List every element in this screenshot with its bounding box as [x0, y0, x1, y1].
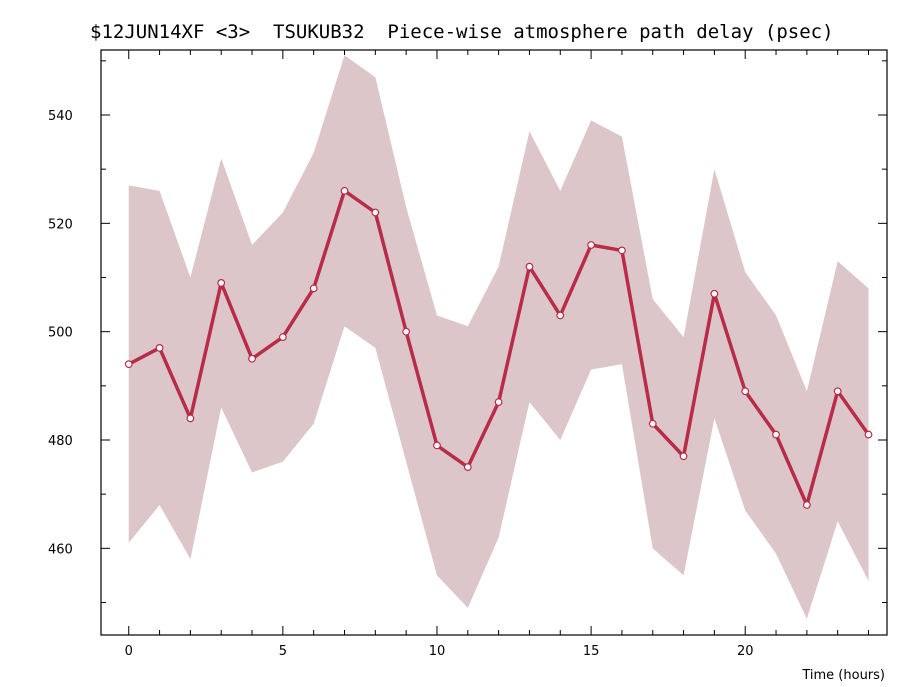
x-tick-label: 5 — [279, 644, 287, 659]
data-point — [802, 501, 811, 509]
data-point — [618, 246, 626, 255]
y-tick-label: 460 — [48, 542, 73, 557]
data-point — [741, 387, 750, 396]
data-point — [155, 344, 164, 352]
data-point — [186, 414, 195, 423]
data-point — [309, 284, 318, 293]
y-axis-ticks: 460 480 500 520 540 — [48, 109, 887, 557]
plot-frame — [100, 49, 888, 636]
data-point — [525, 262, 534, 271]
x-tick-label: 15 — [583, 644, 600, 659]
data-point — [494, 398, 503, 406]
data-point — [402, 327, 411, 336]
x-tick-label: 10 — [429, 644, 446, 659]
data-markers — [124, 186, 873, 509]
data-point — [556, 311, 565, 320]
x-tick-label: 20 — [737, 644, 754, 659]
y-tick-label: 540 — [48, 109, 73, 124]
data-point — [710, 289, 719, 298]
data-point — [340, 186, 349, 195]
y-tick-label: 500 — [48, 326, 73, 341]
x-tick-label: 0 — [125, 644, 133, 659]
data-point — [433, 441, 441, 450]
y-axis-minor-ticks — [101, 60, 887, 603]
data-point — [463, 463, 472, 471]
data-point — [217, 279, 226, 287]
chart-title: $12JUN14XF <3> TSUKUB32 Piece-wise atmos… — [90, 21, 834, 43]
x-axis-ticks: 0 5 10 15 20 — [125, 50, 754, 659]
data-point — [371, 208, 380, 217]
uncertainty-band — [128, 55, 869, 619]
x-axis-label: Time (hours) — [801, 668, 885, 683]
data-point — [278, 333, 287, 341]
data-point — [248, 354, 256, 363]
data-point — [124, 360, 133, 369]
data-point — [587, 241, 595, 249]
y-tick-label: 480 — [48, 434, 73, 449]
x-axis-minor-ticks — [159, 50, 870, 635]
data-point — [833, 387, 842, 396]
y-tick-label: 520 — [48, 217, 73, 232]
data-point — [864, 430, 873, 439]
data-point — [679, 452, 688, 461]
data-point — [772, 430, 780, 439]
confidence-band — [128, 55, 869, 619]
data-point — [648, 419, 657, 428]
